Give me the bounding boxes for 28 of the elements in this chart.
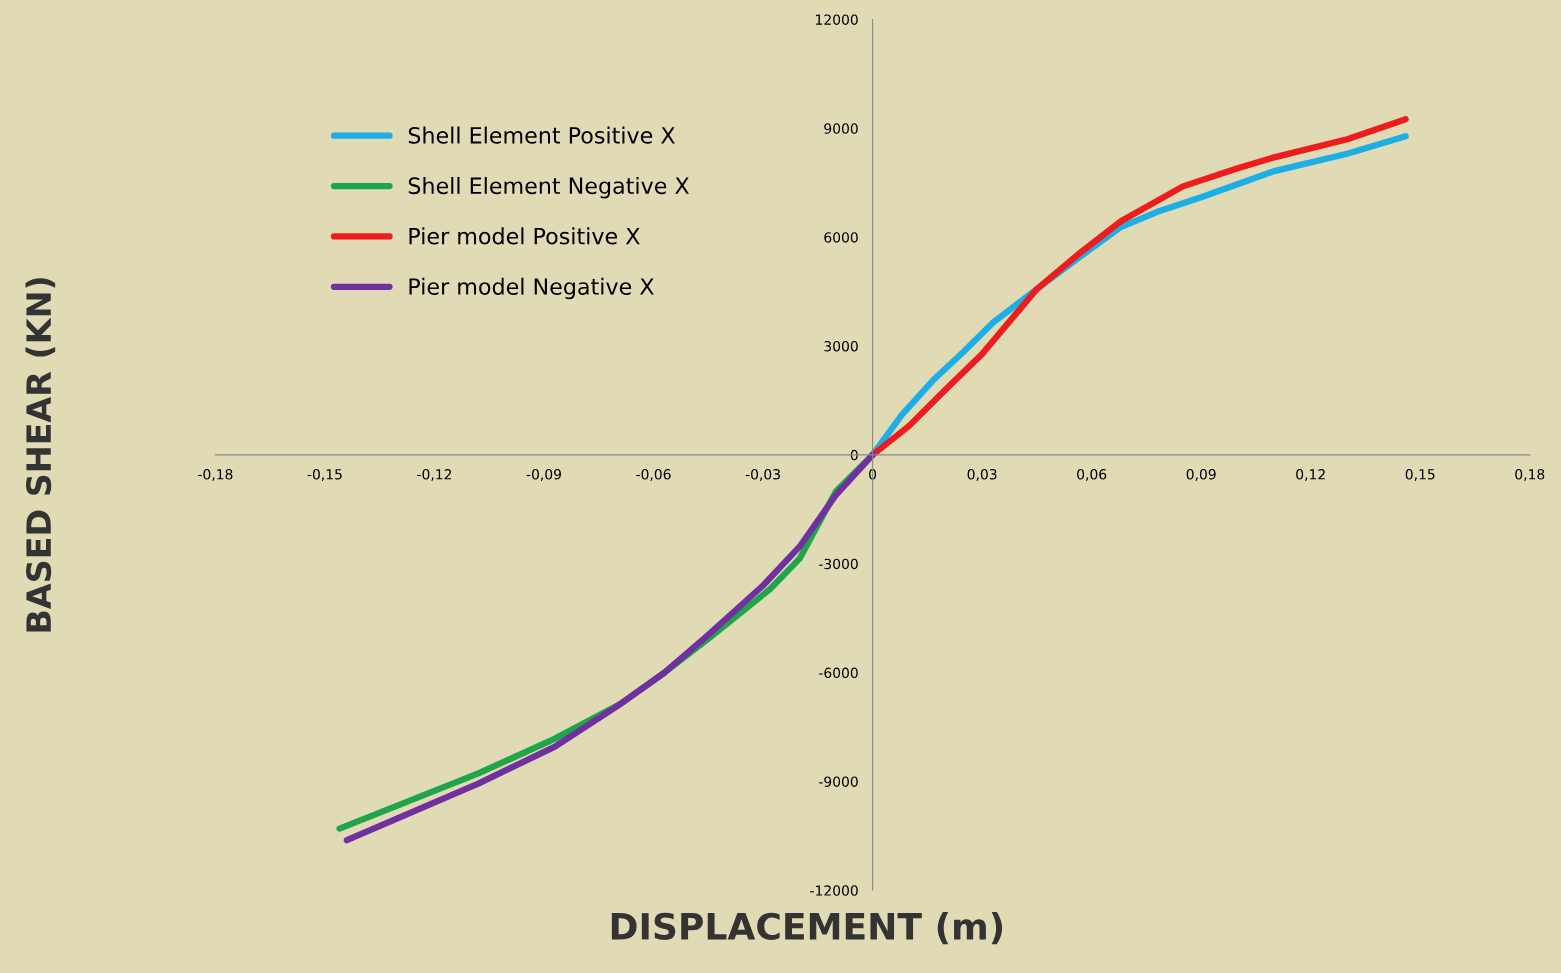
x-tick-label: 0,15 xyxy=(1405,469,1435,481)
x-tick-label: 0,18 xyxy=(1515,469,1545,481)
y-tick-label: -6000 xyxy=(819,667,858,679)
y-tick-label: 9000 xyxy=(824,123,858,134)
legend-label: Shell Element Negative X xyxy=(408,176,689,199)
y-tick-label: 3000 xyxy=(824,340,858,352)
x-tick-label: 0,03 xyxy=(967,469,997,481)
x-axis-title: DISPLACEMENT (m) xyxy=(611,912,1003,945)
y-tick-label: -12000 xyxy=(810,885,858,896)
x-tick-label: 0,09 xyxy=(1186,469,1216,481)
y-tick-label: 12000 xyxy=(816,14,858,25)
x-tick-label: 0,12 xyxy=(1296,469,1325,481)
x-tick-label: -0,09 xyxy=(526,469,561,481)
y-tick-label: -9000 xyxy=(819,776,858,787)
x-tick-label: -0,03 xyxy=(745,469,780,481)
x-tick-label: -0,06 xyxy=(636,469,671,481)
y-tick-label: -3000 xyxy=(819,558,858,570)
x-tick-label: -0,18 xyxy=(198,469,233,481)
x-tick-label: -0,15 xyxy=(307,469,342,481)
legend-label: Shell Element Positive X xyxy=(408,126,675,144)
y-tick-label: 6000 xyxy=(824,232,858,243)
y-tick-label: 0 xyxy=(850,449,858,461)
legend-label: Pier model Positive X xyxy=(409,227,640,245)
x-tick-label: 0,06 xyxy=(1077,469,1107,481)
x-tick-label: -0,12 xyxy=(417,469,452,481)
legend-label: Pier model Negative X xyxy=(409,277,654,300)
y-axis-title: BASED SHEAR (KN) xyxy=(25,278,56,632)
x-tick-label: 0 xyxy=(869,469,877,480)
